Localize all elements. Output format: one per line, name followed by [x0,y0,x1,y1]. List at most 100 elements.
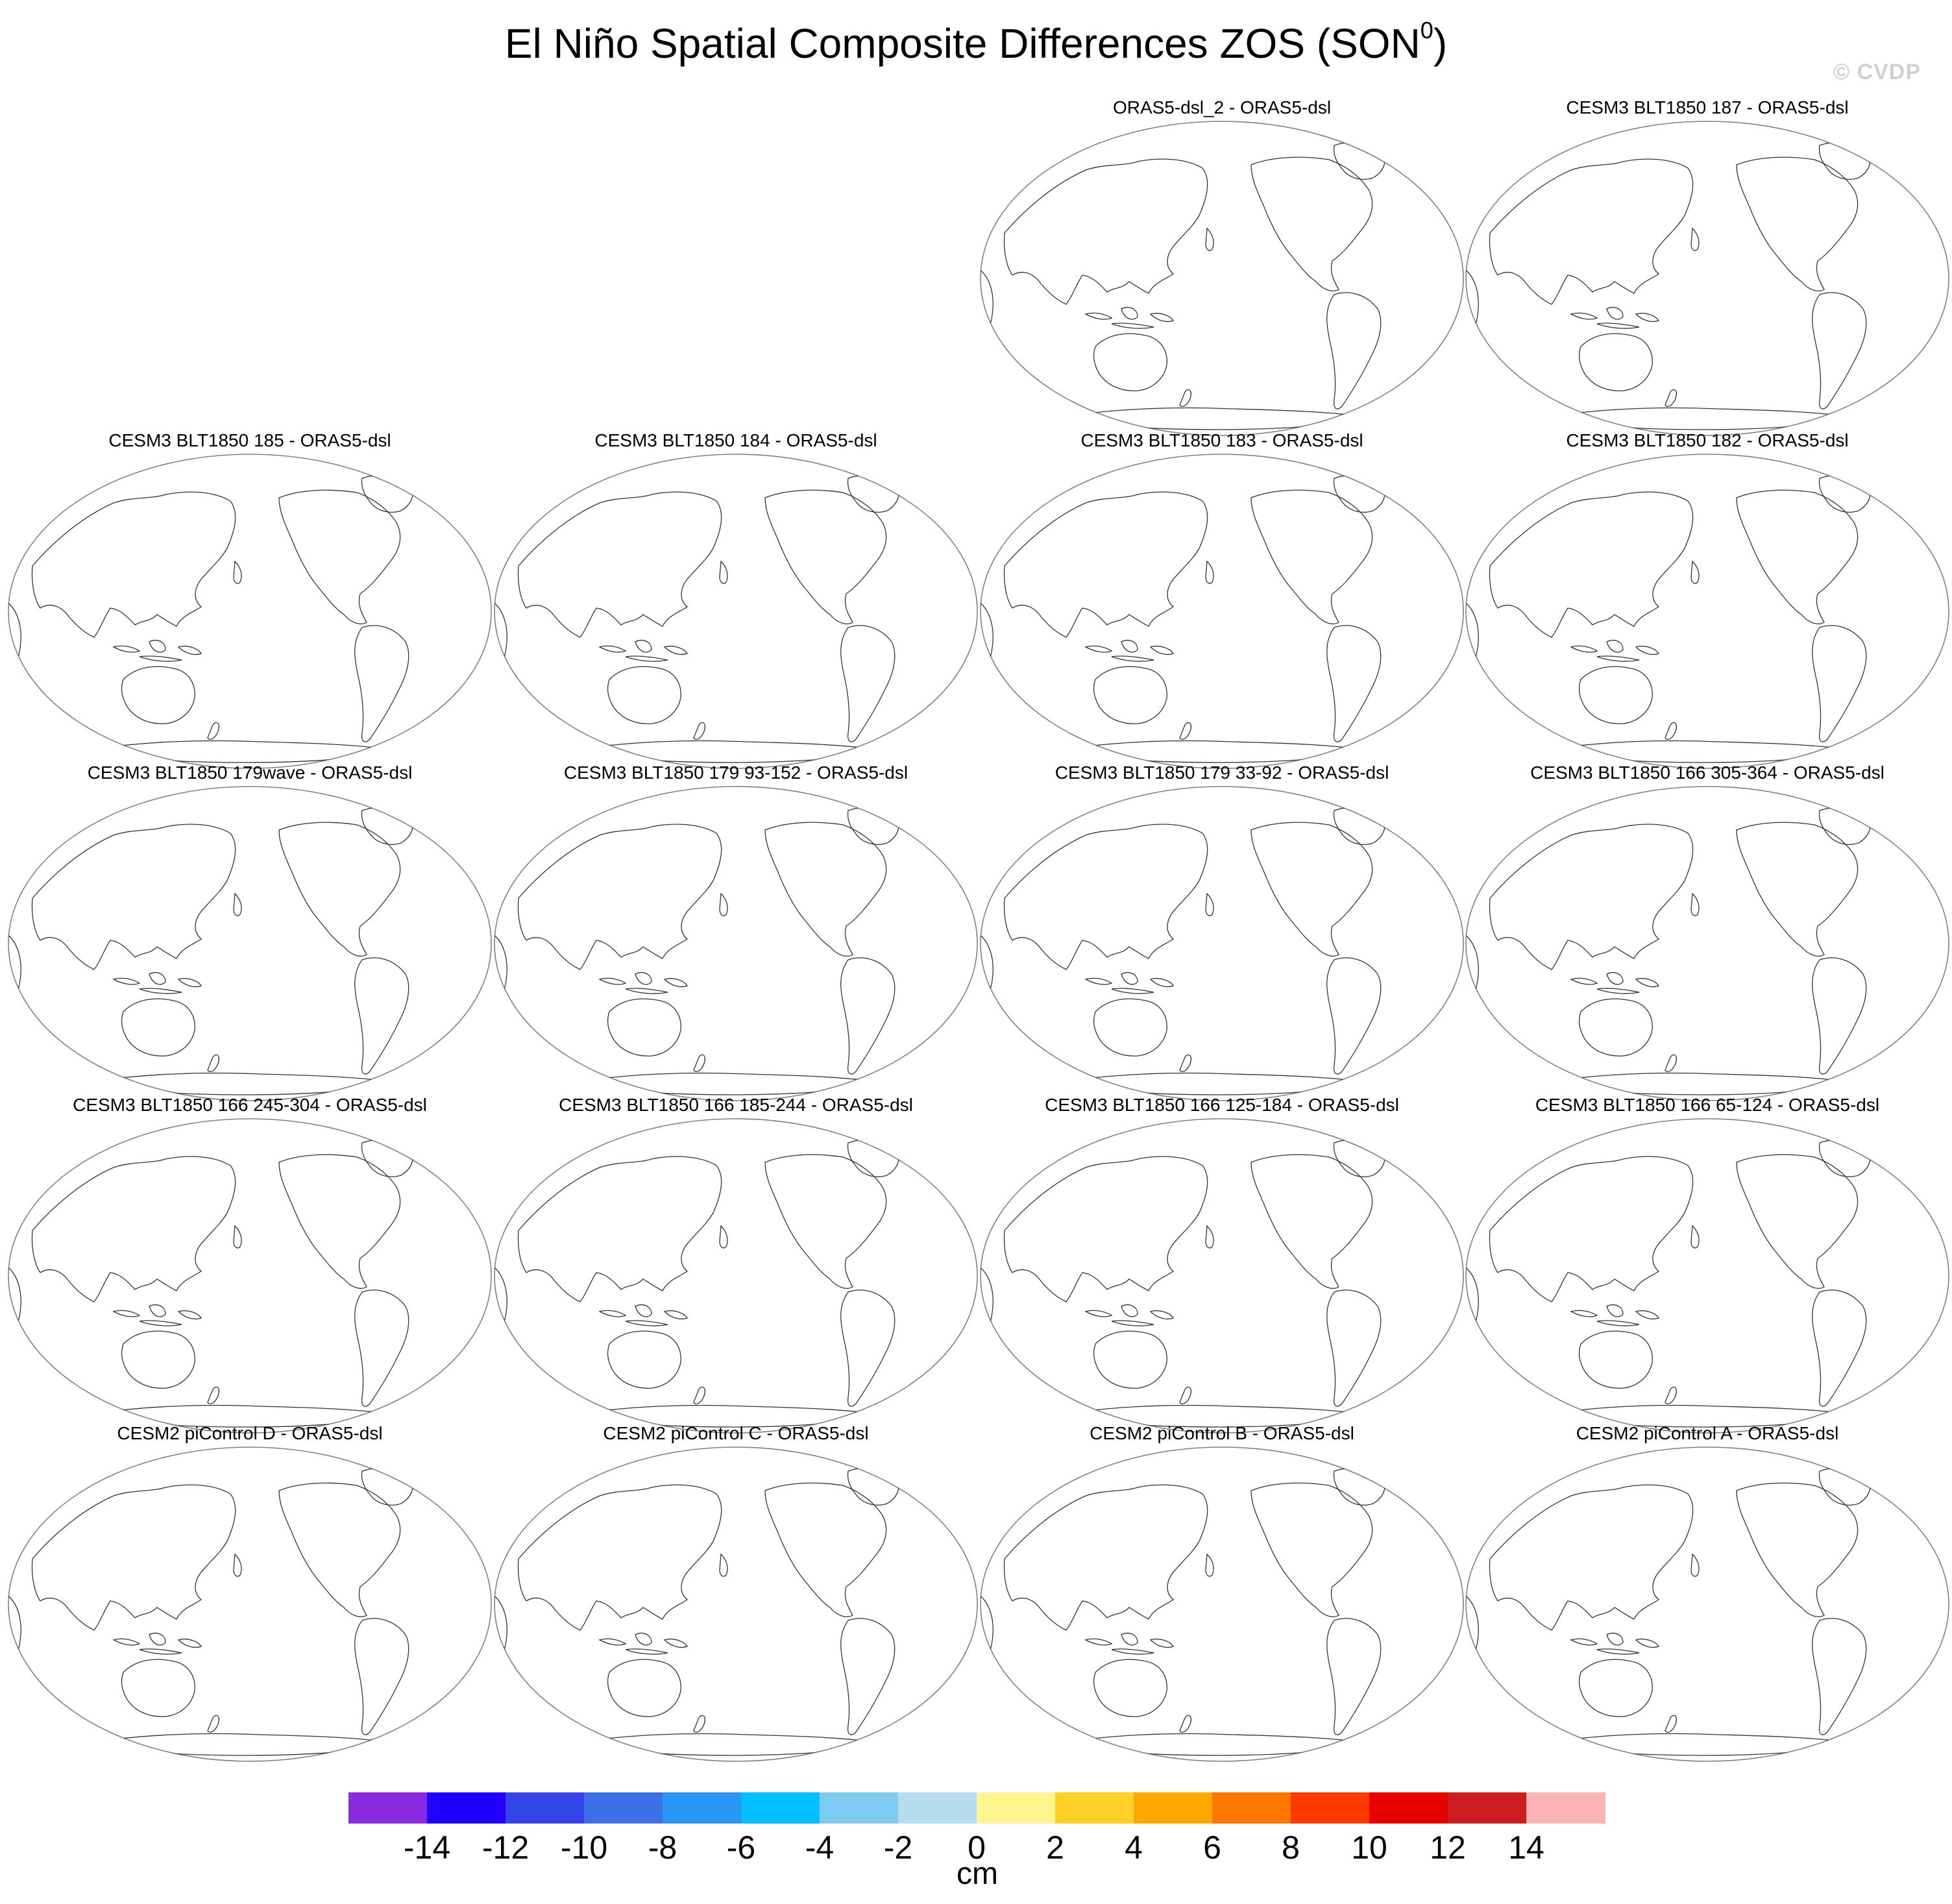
coastline [635,972,652,985]
coastline [1111,988,1154,994]
world-map [1465,454,1949,769]
coastline [1084,645,1113,653]
panel-title: CESM3 BLT1850 182 - ORAS5-dsl [1566,430,1849,450]
map-boundary [1465,1446,1949,1762]
coastline [517,1156,722,1302]
colorbar-box [1448,1792,1527,1824]
coastline [840,957,896,1075]
map-panel: CESM3 BLT1850 179wave - ORAS5-dsl [6,763,493,1101]
world-map [494,1446,978,1762]
coastline [840,1289,896,1407]
coastline [1635,313,1659,323]
panel-title: CESM3 BLT1850 166 245-304 - ORAS5-dsl [73,1095,427,1115]
coastline [1326,957,1382,1075]
world-map [980,121,1464,436]
coastline [1179,722,1191,740]
coastline [139,988,182,994]
coastline [1690,560,1700,584]
coastline [635,640,652,653]
coastline [1570,1638,1598,1646]
coastline [1084,1638,1113,1646]
colorbar-label: -6 [726,1829,756,1866]
coastline [663,1310,688,1320]
coastline [1489,1156,1694,1302]
map-boundary [980,454,1464,769]
panel-title: CESM3 BLT1850 187 - ORAS5-dsl [1566,97,1849,117]
coastline [663,646,688,655]
coastline [1093,1659,1167,1717]
coastline [1812,292,1867,409]
map-panel: CESM3 BLT1850 183 - ORAS5-dsl [979,430,1465,769]
map-panel: CESM3 BLT1850 179 93-152 - ORAS5-dsl [493,763,979,1101]
coastline [625,1320,668,1326]
coastline [693,1054,705,1073]
coastline [1093,333,1167,391]
coastline [1205,1225,1214,1249]
panel-title: CESM2 piControl C - ORAS5-dsl [603,1423,869,1443]
coastline [719,1225,728,1249]
coastline [598,645,627,653]
panel-title: CESM2 piControl B - ORAS5-dsl [1090,1423,1354,1443]
map-boundary [494,454,978,769]
colorbar-box [977,1792,1056,1824]
colorbar-box [1212,1792,1291,1824]
panel-title: CESM3 BLT1850 166 65-124 - ORAS5-dsl [1535,1095,1880,1115]
map-panel: CESM3 BLT1850 166 185-244 - ORAS5-dsl [493,1095,979,1434]
coastline [1635,646,1659,655]
world-map [980,786,1464,1101]
coastline [1578,998,1653,1056]
coastline [1121,307,1138,320]
coastline [31,1156,236,1302]
coastline [719,560,728,584]
map-boundary [494,786,978,1101]
coastline [177,1639,202,1648]
coastline [112,1638,141,1646]
coastline [149,972,166,985]
colorbar-box [820,1792,899,1824]
coastline [625,655,668,662]
map-boundary [1465,454,1949,769]
coastline [1326,292,1382,409]
colorbar [348,1792,1605,1824]
colorbar-label: -2 [883,1829,913,1866]
map-boundary [8,786,492,1101]
coastline [207,1054,219,1073]
coastline [1205,1553,1214,1577]
colorbar-label: 8 [1282,1829,1300,1866]
coastline [149,640,166,653]
coastline [1812,1289,1867,1407]
coastline [1489,491,1694,638]
coastline [233,1225,242,1249]
panel-title: CESM3 BLT1850 166 125-184 - ORAS5-dsl [1045,1095,1399,1115]
coastline [354,957,409,1075]
map-boundary [8,1446,492,1762]
coastline [719,1553,728,1577]
coastline [1570,977,1598,985]
coastline [1596,1320,1640,1326]
map-panel: CESM2 piControl A - ORAS5-dsl [1464,1423,1951,1762]
world-map [8,1118,492,1434]
world-map [980,1118,1464,1434]
coastline [207,1386,219,1405]
map-boundary [494,1446,978,1762]
coastline [1111,323,1154,329]
coastline [607,1659,681,1717]
coastline [663,1639,688,1648]
coastline [1326,625,1382,742]
coastline [840,625,896,742]
coastline [1606,640,1624,653]
colorbar-label: 10 [1351,1829,1387,1866]
coastline [233,892,242,916]
coastline [1578,666,1653,724]
coastline [1570,645,1598,653]
colorbar-label: -12 [482,1829,530,1866]
coastline [139,1648,182,1655]
coastline [177,1310,202,1320]
panel-title: CESM3 BLT1850 179 33-92 - ORAS5-dsl [1055,763,1389,783]
colorbar-box [348,1792,428,1824]
coastline [233,1553,242,1577]
colorbar-box [1291,1792,1370,1824]
coastline [598,1638,627,1646]
coastline [354,1289,409,1407]
map-panel: CESM3 BLT1850 187 - ORAS5-dsl [1464,97,1951,436]
